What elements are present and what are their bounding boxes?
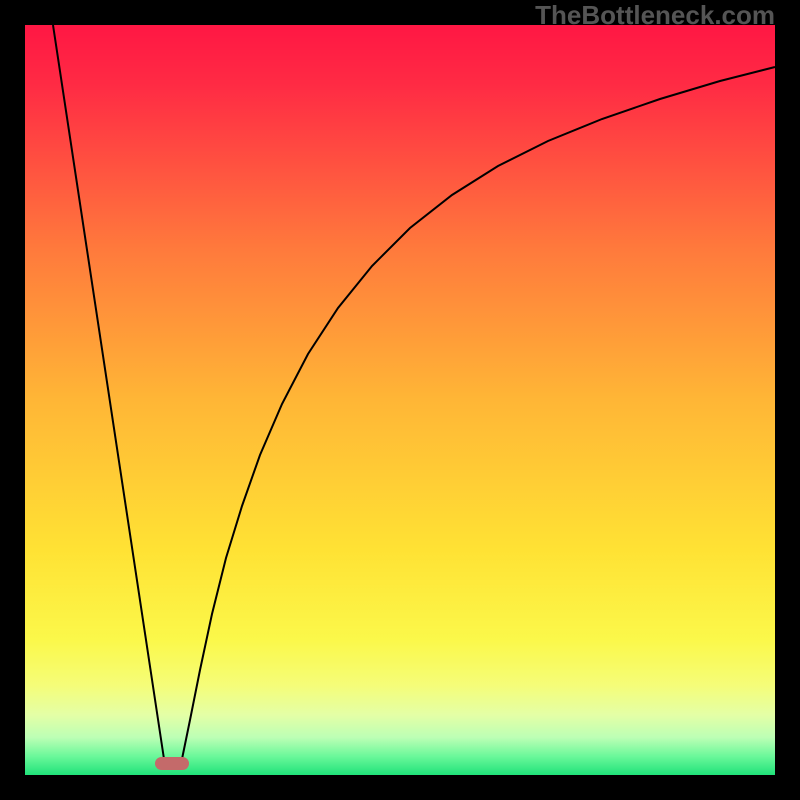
chart-curve-layer — [0, 0, 800, 800]
curve-left-segment — [53, 25, 164, 759]
chart-border-right — [775, 0, 800, 800]
chart-border-left — [0, 0, 25, 800]
chart-canvas: TheBottleneck.com — [0, 0, 800, 800]
curve-right-segment — [182, 67, 775, 759]
bottleneck-marker — [155, 757, 189, 770]
chart-border-bottom — [0, 775, 800, 800]
watermark-text: TheBottleneck.com — [535, 0, 775, 31]
